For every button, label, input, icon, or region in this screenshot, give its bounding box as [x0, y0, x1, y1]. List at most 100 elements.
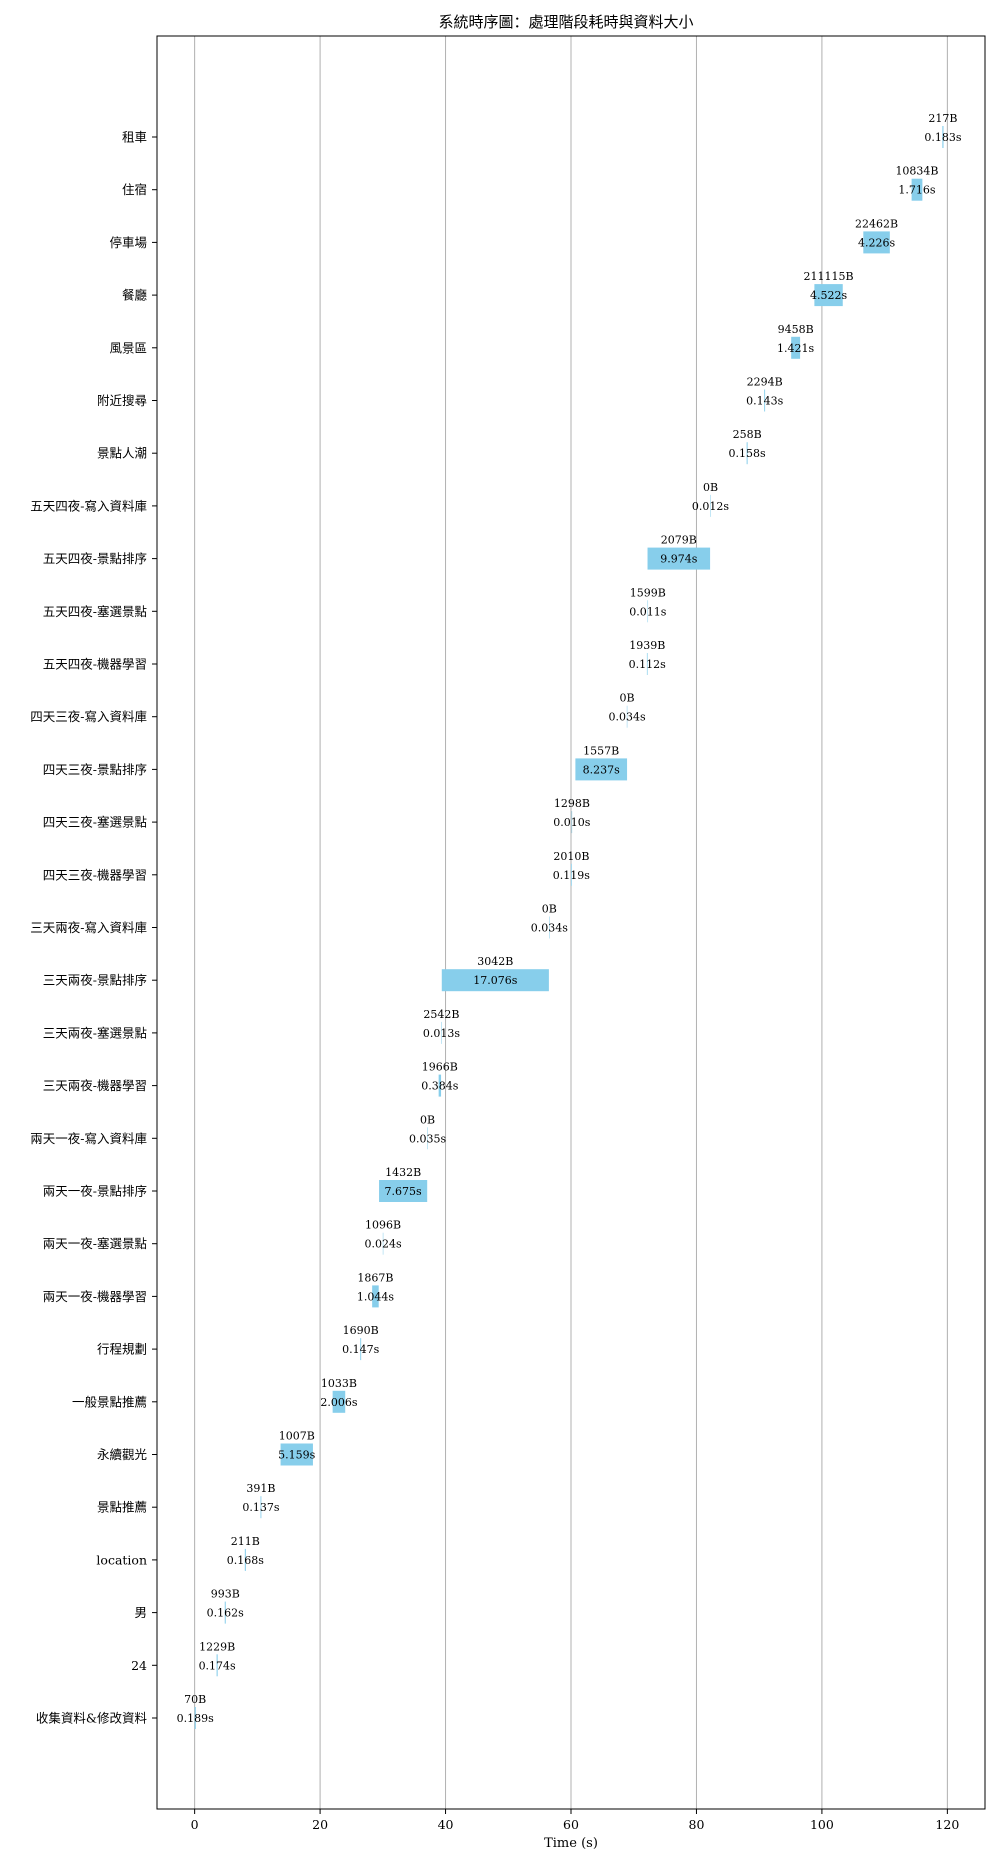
x-tick-label: 0	[191, 1817, 199, 1832]
y-tick-label: 附近搜尋	[97, 393, 147, 408]
y-tick-label: 兩天一夜-寫入資料庫	[30, 1131, 147, 1146]
bar	[441, 1021, 442, 1044]
bar	[280, 1443, 313, 1466]
x-tick-label: 120	[935, 1817, 959, 1832]
bar	[194, 1707, 196, 1729]
x-axis-label: Time (s)	[544, 1836, 598, 1851]
duration-label: 0.183s	[924, 131, 961, 144]
size-label: 0B	[620, 692, 635, 705]
y-tick-label: 三天兩夜-景點排序	[43, 973, 147, 988]
size-label: 1007B	[279, 1430, 315, 1443]
bar	[710, 494, 711, 517]
y-tick-label: 三天兩夜-寫入資料庫	[30, 920, 147, 935]
size-label: 0B	[703, 481, 718, 494]
bar	[260, 1496, 262, 1519]
bar	[814, 284, 843, 307]
bar	[244, 1548, 246, 1571]
y-tick-label: 兩天一夜-機器學習	[43, 1289, 147, 1304]
duration-label: 2.006s	[320, 1396, 357, 1409]
size-label: 1557B	[583, 744, 619, 757]
duration-label: 0.010s	[553, 816, 590, 829]
bars	[194, 126, 944, 1729]
y-tick-label: 兩天一夜-景點排序	[43, 1184, 147, 1199]
duration-label: 9.974s	[660, 553, 697, 566]
bar	[575, 758, 628, 781]
size-label: 3042B	[477, 955, 513, 968]
y-tick-label: 三天兩夜-機器學習	[43, 1078, 147, 1093]
duration-label: 0.384s	[421, 1080, 458, 1093]
y-tick-label: 四天三夜-塞選景點	[43, 815, 147, 830]
duration-label: 4.226s	[858, 236, 895, 249]
duration-label: 0.162s	[207, 1607, 244, 1620]
duration-label: 7.675s	[385, 1185, 422, 1198]
bar	[379, 1180, 428, 1202]
size-label: 2294B	[747, 376, 783, 389]
bar	[332, 1390, 346, 1413]
size-label: 1432B	[385, 1166, 421, 1179]
x-tick-label: 60	[563, 1817, 579, 1832]
duration-label: 0.168s	[227, 1554, 264, 1567]
duration-label: 0.034s	[609, 711, 646, 724]
duration-label: 0.034s	[531, 922, 568, 935]
y-tick-label: 四天三夜-機器學習	[43, 867, 147, 882]
size-label: 0B	[420, 1113, 435, 1126]
bar	[549, 916, 550, 939]
duration-label: 0.011s	[629, 605, 666, 618]
duration-label: 0.013s	[423, 1027, 460, 1040]
y-tick-label: 餐廳	[122, 288, 148, 303]
y-tick-label: 五天四夜-景點排序	[43, 551, 147, 566]
duration-label: 0.024s	[364, 1238, 401, 1251]
duration-label: 0.143s	[746, 395, 783, 408]
bar	[224, 1601, 226, 1624]
duration-label: 4.522s	[810, 289, 847, 302]
y-tick-label: 五天四夜-寫入資料庫	[30, 498, 147, 513]
size-label: 1939B	[629, 639, 665, 652]
y-tick-label: 風景區	[109, 340, 147, 355]
duration-label: 5.159s	[278, 1449, 315, 1462]
y-tick-label: 一般景點推薦	[72, 1394, 147, 1409]
x-tick-label: 40	[438, 1817, 454, 1832]
bar	[382, 1232, 384, 1255]
duration-label: 0.137s	[242, 1501, 279, 1514]
y-tick-label: 四天三夜-寫入資料庫	[30, 709, 147, 724]
y-tick-label: 五天四夜-機器學習	[43, 657, 147, 672]
bar	[647, 547, 711, 570]
size-label: 0B	[542, 903, 557, 916]
bar	[372, 1285, 379, 1308]
bar	[360, 1338, 362, 1361]
size-label: 1599B	[630, 586, 666, 599]
x-tick-label: 20	[312, 1817, 328, 1832]
y-tick-label: 24	[131, 1658, 147, 1673]
size-label: 1229B	[199, 1640, 235, 1653]
size-label: 993B	[211, 1588, 240, 1601]
size-label: 211115B	[804, 270, 854, 283]
bar	[791, 336, 801, 359]
duration-label: 0.147s	[342, 1343, 379, 1356]
size-label: 10834B	[895, 165, 938, 178]
size-label: 2079B	[661, 534, 697, 547]
y-tick-label: 五天四夜-塞選景點	[43, 604, 147, 619]
duration-label: 1.044s	[357, 1290, 394, 1303]
chart-title: 系統時序圖：處理階段耗時與資料大小	[438, 13, 693, 31]
y-tick-label: 住宿	[122, 182, 147, 197]
y-tick-label: 停車場	[109, 235, 147, 250]
size-label: 1690B	[343, 1324, 379, 1337]
bar	[427, 1127, 428, 1150]
duration-label: 0.158s	[729, 447, 766, 460]
y-tick-label: 三天兩夜-塞選景點	[43, 1025, 147, 1040]
y-tick-label: 永續觀光	[97, 1447, 147, 1462]
y-tick-label: 景點人潮	[97, 446, 147, 461]
bar	[942, 126, 944, 148]
y-tick-label: 景點推薦	[97, 1500, 147, 1515]
size-label: 2010B	[553, 850, 589, 863]
bar	[911, 178, 923, 201]
bar	[626, 705, 628, 728]
size-label: 217B	[928, 112, 957, 125]
bar	[646, 653, 648, 675]
duration-label: 0.174s	[199, 1659, 236, 1672]
bar	[571, 863, 572, 886]
duration-label: 8.237s	[583, 763, 620, 776]
x-gridlines	[194, 36, 948, 1809]
x-axis: 0 20 40 60 80 100 120	[191, 1809, 959, 1832]
